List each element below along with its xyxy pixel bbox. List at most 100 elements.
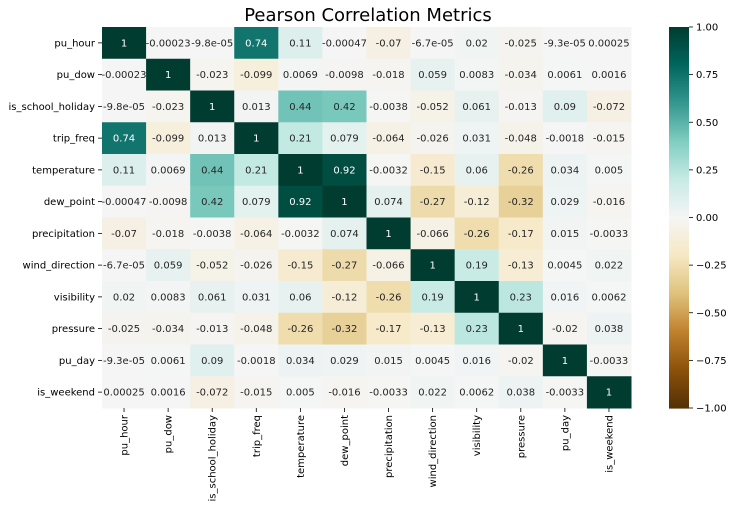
cell-value-label: 0.23 — [466, 324, 488, 335]
cell-value-label: 0.031 — [462, 134, 491, 145]
heatmap-cell — [278, 185, 323, 218]
heatmap-cell — [102, 154, 147, 187]
heatmap-cell — [586, 185, 632, 218]
heatmap-cell — [322, 217, 367, 250]
colorbar-segment — [669, 209, 689, 213]
colorbar-segment — [669, 97, 689, 100]
colorbar-segment — [669, 155, 689, 158]
colorbar-segment — [669, 63, 689, 66]
colorbar-segment — [669, 215, 689, 219]
colorbar-segment — [669, 169, 689, 172]
colorbar-segment — [669, 183, 689, 187]
cell-value-label: -9.8e-05 — [103, 102, 145, 113]
cell-value-label: 0.00025 — [588, 38, 629, 49]
colorbar-segment — [669, 363, 689, 367]
heatmap-cell — [322, 281, 367, 314]
heatmap-cell — [454, 376, 500, 409]
cell-value-label: 0.74 — [245, 38, 267, 49]
cell-value-label: 0.0016 — [591, 70, 626, 81]
colorbar-segment — [669, 377, 689, 381]
colorbar-segment — [669, 289, 689, 293]
heatmap-cell — [366, 58, 412, 91]
heatmap-cell — [542, 90, 588, 123]
colorbar-segment — [669, 45, 689, 48]
heatmap-cell — [498, 217, 544, 250]
heatmap-cell — [586, 312, 632, 345]
colorbar-segment — [669, 151, 689, 154]
heatmap-cell — [454, 217, 500, 250]
heatmap-cells — [102, 27, 632, 409]
cell-value-label: 0.19 — [466, 261, 488, 272]
cell-value-label: -0.27 — [420, 197, 446, 208]
colorbar-segment — [669, 357, 689, 361]
cell-value-label: 0.0083 — [459, 70, 494, 81]
colorbar-segment — [669, 235, 689, 239]
colorbar-segment — [669, 153, 689, 156]
heatmap-cell — [102, 249, 147, 282]
colorbar-segment — [669, 385, 689, 389]
heatmap-cell — [102, 312, 147, 345]
cell-value-label: 0.92 — [289, 197, 311, 208]
colorbar-segment — [669, 283, 689, 287]
colorbar-segment — [669, 251, 689, 255]
cell-value-label: -0.0033 — [590, 356, 629, 367]
heatmap-cell — [366, 312, 412, 345]
cell-value-label: 0.061 — [462, 102, 491, 113]
colorbar-segment — [669, 167, 689, 170]
heatmap-cell — [234, 376, 279, 409]
colorbar-segment — [669, 179, 689, 183]
colorbar-segment — [669, 333, 689, 337]
colorbar-segment — [669, 307, 689, 311]
colorbar-segment — [669, 247, 689, 251]
cell-value-label: 0.015 — [374, 356, 403, 367]
colorbar-segment — [669, 217, 689, 221]
colorbar-segment — [669, 267, 689, 271]
colorbar-segment — [669, 65, 689, 68]
colorbar-segment — [669, 141, 689, 144]
cell-value-label: -0.023 — [196, 70, 228, 81]
cell-value-label: 0.0062 — [591, 292, 626, 303]
colorbar-segment — [669, 285, 689, 289]
heatmap-cell — [322, 376, 367, 409]
colorbar-segment — [669, 359, 689, 363]
heatmap-cell — [146, 90, 191, 123]
cell-value-label: -0.17 — [508, 229, 534, 240]
heatmap-cell — [366, 281, 412, 314]
heatmap-cell — [234, 185, 279, 218]
colorbar-segment — [669, 263, 689, 267]
colorbar-segment — [669, 337, 689, 341]
x-tick-label: temperature — [296, 415, 307, 478]
heatmap-cell — [234, 344, 279, 377]
cell-value-label: 1 — [606, 388, 612, 399]
colorbar-segment — [669, 309, 689, 313]
y-tick-label: visibility — [54, 292, 95, 303]
colorbar-segment — [669, 75, 689, 78]
colorbar-segment — [669, 393, 689, 397]
heatmap-cell — [498, 249, 544, 282]
cell-value-label: -0.099 — [240, 70, 272, 81]
colorbar-segment — [669, 69, 689, 72]
x-tick-label: visibility — [472, 415, 483, 456]
cell-value-label: 0.0016 — [151, 388, 186, 399]
cell-value-label: -0.15 — [420, 165, 446, 176]
colorbar-segment — [669, 219, 689, 223]
heatmap-cell — [190, 376, 235, 409]
cell-value-label: 0.06 — [289, 292, 311, 303]
colorbar-segment — [669, 249, 689, 253]
colorbar-segment — [669, 105, 689, 108]
cell-value-label: 0.029 — [551, 197, 580, 208]
heatmap-cell — [586, 217, 632, 250]
colorbar-tick-label: 0.50 — [696, 118, 718, 129]
cell-value-label: 0.005 — [286, 388, 315, 399]
cell-value-label: -0.064 — [240, 229, 272, 240]
heatmap-cell — [278, 249, 323, 282]
heatmap-cell — [234, 122, 279, 155]
colorbar-segment — [669, 259, 689, 263]
cell-value-label: -0.0018 — [546, 134, 585, 145]
cell-value-label: 0.0062 — [459, 388, 494, 399]
cell-value-label: -0.048 — [505, 134, 537, 145]
colorbar-segment — [669, 137, 689, 140]
heatmap-cell — [542, 154, 588, 187]
colorbar-segment — [669, 43, 689, 46]
heatmap-cell — [498, 376, 544, 409]
